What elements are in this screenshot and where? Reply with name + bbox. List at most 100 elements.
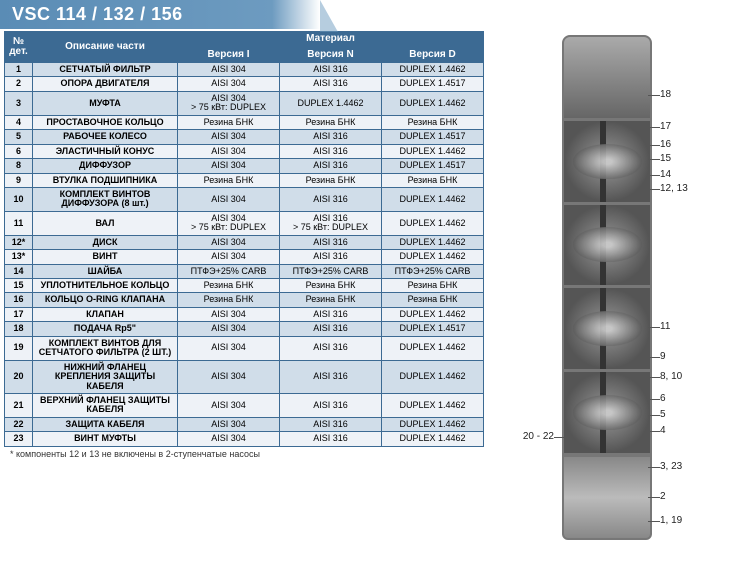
table-row: 21ВЕРХНИЙ ФЛАНЕЦ ЗАЩИТЫ КАБЕЛЯAISI 304AI… — [5, 393, 484, 417]
version-d-cell: Резина БНК — [382, 279, 484, 293]
version-n-cell: AISI 316 — [280, 250, 382, 264]
part-no-cell: 14 — [5, 264, 33, 278]
version-d-cell: DUPLEX 1.4462 — [382, 307, 484, 321]
callout-label: 15 — [660, 153, 671, 164]
table-row: 14ШАЙБАПТФЭ+25% CARBПТФЭ+25% CARBПТФЭ+25… — [5, 264, 484, 278]
part-no-cell: 20 — [5, 360, 33, 393]
version-n-cell: AISI 316 — [280, 432, 382, 446]
version-i-cell: AISI 304 — [178, 432, 280, 446]
version-n-cell: Резина БНК — [280, 279, 382, 293]
description-cell: РАБОЧЕЕ КОЛЕСО — [33, 130, 178, 144]
version-d-cell: DUPLEX 1.4462 — [382, 63, 484, 77]
version-n-cell: AISI 316 > 75 кВт: DUPLEX — [280, 211, 382, 235]
version-i-cell: AISI 304 — [178, 417, 280, 431]
callout-label: 3, 23 — [660, 461, 682, 472]
part-no-cell: 6 — [5, 144, 33, 158]
pump-head — [562, 35, 652, 120]
callout-label: 6 — [660, 393, 666, 404]
pump-stage-4 — [562, 370, 652, 455]
description-cell: ДИСК — [33, 235, 178, 249]
callout-label: 14 — [660, 169, 671, 180]
table-row: 23ВИНТ МУФТЫAISI 304AISI 316DUPLEX 1.446… — [5, 432, 484, 446]
version-d-cell: ПТФЭ+25% CARB — [382, 264, 484, 278]
version-d-cell: DUPLEX 1.4517 — [382, 77, 484, 91]
version-i-cell: Резина БНК — [178, 279, 280, 293]
version-n-cell: AISI 316 — [280, 322, 382, 336]
pump-stage-3 — [562, 286, 652, 371]
version-i-cell: AISI 304 > 75 кВт: DUPLEX — [178, 91, 280, 115]
callout-label: 4 — [660, 425, 666, 436]
description-cell: КОЛЬЦО O-RING КЛАПАНА — [33, 293, 178, 307]
version-d-cell: DUPLEX 1.4462 — [382, 211, 484, 235]
version-d-cell: DUPLEX 1.4462 — [382, 250, 484, 264]
description-cell: МУФТА — [33, 91, 178, 115]
table-row: 1СЕТЧАТЫЙ ФИЛЬТРAISI 304AISI 316DUPLEX 1… — [5, 63, 484, 77]
version-n-cell: AISI 316 — [280, 144, 382, 158]
version-i-cell: Резина БНК — [178, 173, 280, 187]
cutaway-diagram: 181716151412, 131198, 106543, 2321, 1920… — [492, 31, 712, 551]
part-no-cell: 12* — [5, 235, 33, 249]
part-no-cell: 17 — [5, 307, 33, 321]
version-d-cell: DUPLEX 1.4462 — [382, 336, 484, 360]
callout-label: 5 — [660, 409, 666, 420]
col-version-i: Версия I — [178, 47, 280, 63]
version-i-cell: AISI 304 — [178, 393, 280, 417]
pump-stack — [562, 35, 652, 540]
col-version-d: Версия D — [382, 47, 484, 63]
table-row: 3МУФТАAISI 304 > 75 кВт: DUPLEXDUPLEX 1.… — [5, 91, 484, 115]
part-no-cell: 8 — [5, 159, 33, 173]
table-row: 11ВАЛAISI 304 > 75 кВт: DUPLEXAISI 316 >… — [5, 211, 484, 235]
version-i-cell: AISI 304 — [178, 235, 280, 249]
version-d-cell: DUPLEX 1.4462 — [382, 144, 484, 158]
version-n-cell: DUPLEX 1.4462 — [280, 91, 382, 115]
part-no-cell: 19 — [5, 336, 33, 360]
description-cell: СЕТЧАТЫЙ ФИЛЬТР — [33, 63, 178, 77]
version-n-cell: AISI 316 — [280, 417, 382, 431]
parts-table: № дет. Описание части Материал Версия I … — [4, 31, 484, 447]
part-no-cell: 11 — [5, 211, 33, 235]
version-d-cell: DUPLEX 1.4462 — [382, 91, 484, 115]
version-d-cell: DUPLEX 1.4517 — [382, 159, 484, 173]
version-d-cell: Резина БНК — [382, 293, 484, 307]
version-n-cell: AISI 316 — [280, 130, 382, 144]
part-no-cell: 23 — [5, 432, 33, 446]
footnote: * компоненты 12 и 13 не включены в 2-сту… — [4, 447, 484, 461]
version-n-cell: Резина БНК — [280, 173, 382, 187]
table-row: 13*ВИНТAISI 304AISI 316DUPLEX 1.4462 — [5, 250, 484, 264]
callout-label: 18 — [660, 89, 671, 100]
callout-label: 11 — [660, 321, 670, 332]
callout-label: 9 — [660, 351, 666, 362]
description-cell: КЛАПАН — [33, 307, 178, 321]
callout-label: 8, 10 — [660, 371, 682, 382]
table-row: 22ЗАЩИТА КАБЕЛЯAISI 304AISI 316DUPLEX 1.… — [5, 417, 484, 431]
version-d-cell: DUPLEX 1.4462 — [382, 393, 484, 417]
part-no-cell: 4 — [5, 115, 33, 129]
version-n-cell: AISI 316 — [280, 360, 382, 393]
parts-table-container: № дет. Описание части Материал Версия I … — [4, 31, 484, 551]
version-d-cell: Резина БНК — [382, 115, 484, 129]
description-cell: ПРОСТАВОЧНОЕ КОЛЬЦО — [33, 115, 178, 129]
table-row: 12*ДИСКAISI 304AISI 316DUPLEX 1.4462 — [5, 235, 484, 249]
description-cell: ЗАЩИТА КАБЕЛЯ — [33, 417, 178, 431]
part-no-cell: 16 — [5, 293, 33, 307]
description-cell: ВТУЛКА ПОДШИПНИКА — [33, 173, 178, 187]
part-no-cell: 5 — [5, 130, 33, 144]
description-cell: КОМПЛЕКТ ВИНТОВ ДЛЯ СЕТЧАТОГО ФИЛЬТРА (2… — [33, 336, 178, 360]
pump-base — [562, 455, 652, 540]
table-row: 2ОПОРА ДВИГАТЕЛЯAISI 304AISI 316DUPLEX 1… — [5, 77, 484, 91]
table-row: 16КОЛЬЦО O-RING КЛАПАНАРезина БНКРезина … — [5, 293, 484, 307]
callout-label: 17 — [660, 121, 671, 132]
callout-label: 20 - 22 — [523, 431, 554, 442]
callout-label: 2 — [660, 491, 666, 502]
version-d-cell: DUPLEX 1.4517 — [382, 130, 484, 144]
part-no-cell: 21 — [5, 393, 33, 417]
table-row: 6ЭЛАСТИЧНЫЙ КОНУСAISI 304AISI 316DUPLEX … — [5, 144, 484, 158]
description-cell: УПЛОТНИТЕЛЬНОЕ КОЛЬЦО — [33, 279, 178, 293]
version-i-cell: AISI 304 — [178, 187, 280, 211]
version-i-cell: ПТФЭ+25% CARB — [178, 264, 280, 278]
version-n-cell: ПТФЭ+25% CARB — [280, 264, 382, 278]
description-cell: ОПОРА ДВИГАТЕЛЯ — [33, 77, 178, 91]
table-row: 18ПОДАЧА Rp5"AISI 304AISI 316DUPLEX 1.45… — [5, 322, 484, 336]
version-i-cell: Резина БНК — [178, 293, 280, 307]
version-i-cell: AISI 304 — [178, 77, 280, 91]
